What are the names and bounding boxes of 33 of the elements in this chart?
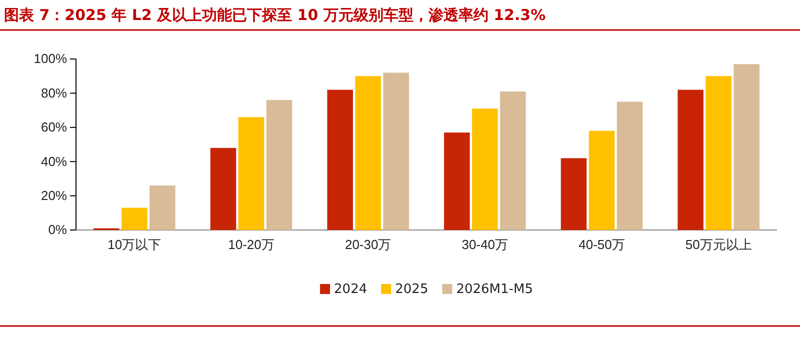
bar xyxy=(266,100,292,230)
bar xyxy=(678,90,704,230)
bar xyxy=(472,108,498,230)
bar xyxy=(150,186,176,230)
y-tick-label: 0% xyxy=(48,222,68,238)
x-tick-label: 50万元以上 xyxy=(685,237,752,252)
bar xyxy=(122,208,148,230)
bar xyxy=(706,76,732,230)
bar xyxy=(560,158,587,230)
bar xyxy=(500,91,526,230)
bar xyxy=(616,102,643,230)
legend-label: 2025 xyxy=(395,282,428,297)
y-tick-label: 20% xyxy=(40,188,68,203)
bar xyxy=(444,132,470,230)
y-tick-label: 40% xyxy=(40,154,68,169)
x-tick-label: 10万以下 xyxy=(108,237,162,252)
bar xyxy=(588,130,615,230)
chart-title: 图表 7：2025 年 L2 及以上功能已下探至 10 万元级别车型，渗透率约 12.3% xyxy=(4,6,546,24)
bar xyxy=(238,117,264,230)
bar xyxy=(327,90,353,230)
y-tick-label: 60% xyxy=(40,120,68,135)
bar xyxy=(210,148,236,230)
x-tick-label: 30-40万 xyxy=(462,237,508,252)
bar xyxy=(734,64,760,230)
bar xyxy=(383,72,409,230)
bar xyxy=(355,76,381,230)
y-tick-label: 80% xyxy=(40,85,68,100)
legend-label: 2026M1-M5 xyxy=(456,282,533,297)
legend-label: 2024 xyxy=(334,282,368,297)
x-tick-label: 40-50万 xyxy=(578,237,625,252)
x-tick-label: 10-20万 xyxy=(228,237,274,252)
y-tick-label: 100% xyxy=(34,51,68,66)
x-tick-label: 20-30万 xyxy=(344,237,392,252)
